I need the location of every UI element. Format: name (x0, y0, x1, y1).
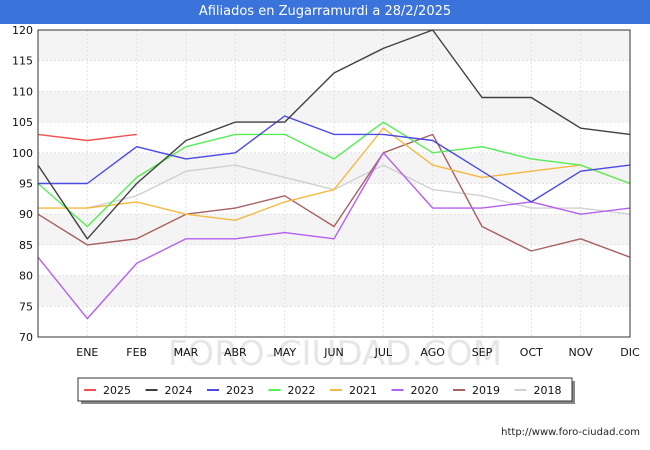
legend-label-2023: 2023 (226, 384, 254, 397)
series-line-2018 (87, 164, 631, 215)
x-tick-label: JUL (374, 346, 393, 359)
chart-title: Afiliados en Zugarramurdi a 28/2/2025 (0, 0, 650, 24)
plot-frame (37, 29, 631, 338)
y-tick-label: 115 (12, 55, 33, 68)
y-tick-label: 100 (12, 147, 33, 160)
x-tick-label: ENE (76, 346, 98, 359)
series-line-2021 (38, 127, 631, 221)
series-lines (37, 29, 631, 320)
legend-label-2018: 2018 (534, 384, 562, 397)
series-line-2019 (37, 133, 631, 258)
y-tick-label: 85 (19, 239, 33, 252)
legend-label-2019: 2019 (472, 384, 500, 397)
x-tick-label: NOV (569, 346, 594, 359)
x-tick-label: MAR (174, 346, 199, 359)
y-tick-label: 90 (19, 208, 33, 221)
footer-url[interactable]: http://www.foro-ciudad.com (501, 427, 640, 438)
x-tick-label: AGO (420, 346, 445, 359)
legend-label-2020: 2020 (411, 384, 439, 397)
y-tick-label: 95 (19, 178, 33, 191)
x-axis-ticks: ENE FEB MAR ABR MAY JUN JUL AGO SEP OCT NOV DIC (76, 346, 640, 359)
series-line-2024 (37, 29, 631, 240)
y-tick-label: 110 (12, 85, 33, 98)
x-tick-label: MAY (273, 346, 296, 359)
y-tick-label: 75 (19, 300, 33, 313)
x-tick-label: DIC (620, 346, 640, 359)
legend-label-2024: 2024 (165, 384, 193, 397)
x-tick-label: SEP (472, 346, 493, 359)
legend-label-2025: 2025 (103, 384, 131, 397)
y-tick-label: 120 (12, 24, 33, 37)
y-axis-ticks: 70 75 80 85 90 95 100 105 110 115 120 (12, 24, 33, 344)
series-line-2023 (38, 115, 631, 203)
x-tick-label: OCT (520, 346, 543, 359)
series-line-2025 (37, 133, 137, 142)
x-tick-label: FEB (126, 346, 147, 359)
x-tick-label: ABR (224, 346, 247, 359)
legend-label-2022: 2022 (288, 384, 316, 397)
legend-label-2021: 2021 (349, 384, 377, 397)
y-tick-label: 80 (19, 270, 33, 283)
legend-box (77, 377, 573, 402)
y-tick-label: 105 (12, 116, 33, 129)
legend: 2025 2024 2023 2022 2021 2020 2019 2018 (77, 377, 575, 404)
watermark: FORO-CIUDAD.COM (168, 334, 502, 374)
y-tick-label: 70 (19, 331, 33, 344)
x-tick-label: JUN (323, 346, 344, 359)
series-line-2022 (37, 121, 631, 228)
